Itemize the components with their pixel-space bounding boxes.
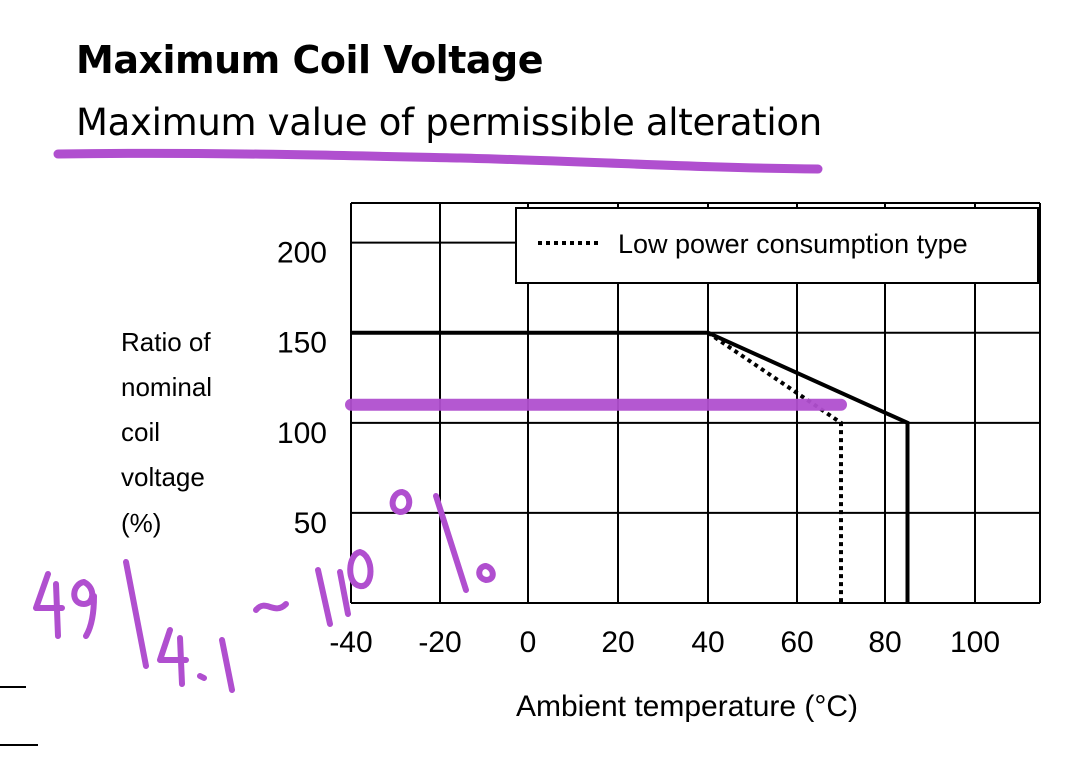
legend-label: Low power consumption type (618, 229, 968, 259)
y-axis-label-line: voltage (121, 462, 205, 492)
figure-title: Maximum Coil Voltage (76, 38, 544, 82)
x-axis-label: Ambient temperature (°C) (516, 690, 858, 723)
handwritten-underline (53, 148, 823, 174)
legend-box (515, 207, 1039, 284)
y-tick-label: 200 (277, 237, 327, 270)
x-tick-label: 0 (520, 626, 537, 659)
figure-subtitle: Maximum value of permissible alteration (76, 101, 822, 144)
page-margin-rule (0, 686, 26, 688)
x-tick-label: 20 (601, 626, 634, 659)
x-tick-label: -40 (329, 626, 372, 659)
x-tick-label: 40 (691, 626, 724, 659)
y-tick-label: 150 (277, 327, 327, 360)
dotted-series-line (706, 331, 843, 603)
series-lines (345, 330, 910, 603)
page-margin-rule (0, 744, 38, 746)
y-axis-label-line: Ratio of (121, 327, 211, 357)
y-axis-label-line: nominal (121, 372, 213, 402)
y-axis-label-line: (%) (121, 508, 162, 538)
y-tick-label: 100 (277, 417, 327, 450)
y-tick-label: 50 (294, 507, 327, 540)
handwritten-note (33, 489, 496, 693)
y-axis-label-line: coil (121, 417, 161, 447)
x-tick-label: -20 (418, 626, 461, 659)
solid-series-line (351, 330, 910, 603)
tick-labels: -40 -20 0 20 40 60 80 100 50 100 150 200 (277, 237, 1000, 659)
legend: Low power consumption type (515, 207, 1039, 284)
x-tick-label: 80 (868, 626, 901, 659)
x-tick-label: 100 (950, 626, 1000, 659)
handwritten-annotations (33, 148, 823, 693)
x-tick-label: 60 (780, 626, 813, 659)
